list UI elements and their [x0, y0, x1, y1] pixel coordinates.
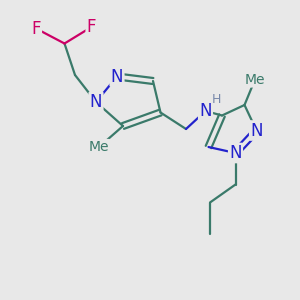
Text: Me: Me	[89, 140, 109, 154]
Text: N: N	[229, 144, 242, 162]
Text: N: N	[111, 68, 123, 85]
Text: N: N	[90, 93, 102, 111]
Text: F: F	[87, 18, 96, 36]
Text: Me: Me	[245, 73, 265, 86]
Text: N: N	[250, 122, 263, 140]
Text: F: F	[31, 20, 41, 38]
Text: H: H	[212, 92, 222, 106]
Text: N: N	[199, 102, 212, 120]
